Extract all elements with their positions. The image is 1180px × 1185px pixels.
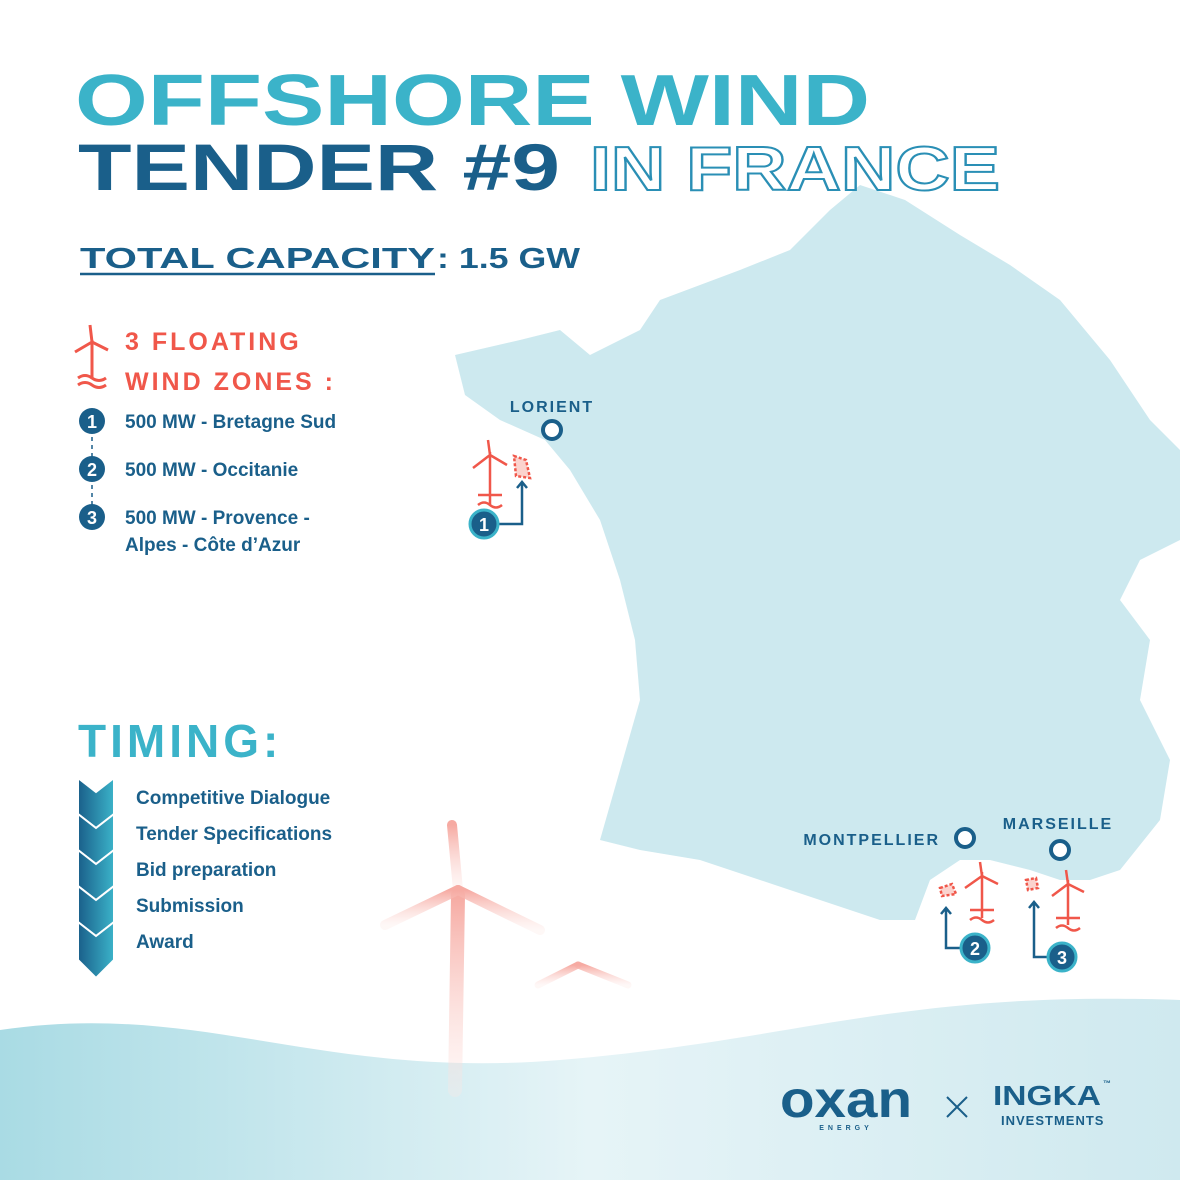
trademark: ™ (1103, 1079, 1111, 1088)
timing-step: Submission (136, 896, 244, 917)
marker-number: 3 (1057, 948, 1067, 968)
oxan-sub: ENERGY (819, 1125, 873, 1132)
ingka-logo: INGKA (993, 1080, 1101, 1111)
city-dot (1049, 839, 1071, 861)
zone-text: 500 MW - Provence - (125, 508, 310, 529)
zones-heading: WIND ZONES : (125, 368, 336, 396)
map-badges: 1 2 3 (468, 508, 1078, 973)
timing-step: Bid preparation (136, 860, 276, 881)
marker-number: 2 (970, 939, 980, 959)
ingka-sub: INVESTMENTS (1001, 1113, 1104, 1128)
timing-step: Award (136, 932, 194, 953)
title-bold: TENDER #9 (78, 130, 560, 204)
number-badge (1046, 941, 1078, 973)
capacity-label: TOTAL CAPACITY (80, 243, 435, 275)
city-dot (954, 827, 976, 849)
zones-heading: 3 FLOATING (125, 328, 302, 356)
zone-number: 3 (87, 508, 97, 528)
city-label: MONTPELLIER (803, 832, 940, 849)
cross (946, 1096, 968, 1118)
timing-heading: TIMING: (78, 715, 282, 767)
timing-step: Tender Specifications (136, 824, 332, 845)
title-outline: IN FRANCE (590, 135, 1000, 204)
title-line1: OFFSHORE WIND (75, 61, 870, 141)
france-map (455, 185, 1180, 920)
oxan-logo: oxan (780, 1071, 912, 1129)
city-dot (541, 419, 563, 441)
wave (0, 998, 1180, 1180)
city-label: LORIENT (510, 399, 594, 416)
number-badge (959, 932, 991, 964)
zone-text: Alpes - Côte d’Azur (125, 535, 301, 556)
zone-number: 1 (87, 412, 97, 432)
chevron (77, 919, 115, 980)
timing-steps: Competitive Dialogue Tender Specificatio… (136, 788, 332, 953)
city-label: MARSEILLE (1003, 816, 1113, 833)
number-badge (79, 504, 105, 530)
marker-number: 1 (479, 515, 489, 535)
chevrons (77, 775, 115, 980)
zone-number: 2 (87, 460, 97, 480)
timing-step: Competitive Dialogue (136, 788, 330, 809)
zones-icon (74, 324, 109, 389)
cities: LORIENT MONTPELLIER MARSEILLE (510, 399, 1113, 861)
map-markers (472, 439, 1085, 959)
turbine-decoration (380, 820, 632, 1097)
zone-list: 1 500 MW - Bretagne Sud 2 500 MW - Occit… (79, 408, 336, 556)
number-badge (79, 408, 105, 434)
zone-text: 500 MW - Occitanie (125, 460, 298, 481)
capacity-value: : 1.5 GW (437, 243, 581, 275)
number-badge (468, 508, 500, 540)
number-badge (79, 456, 105, 482)
zone-text: 500 MW - Bretagne Sud (125, 412, 336, 433)
